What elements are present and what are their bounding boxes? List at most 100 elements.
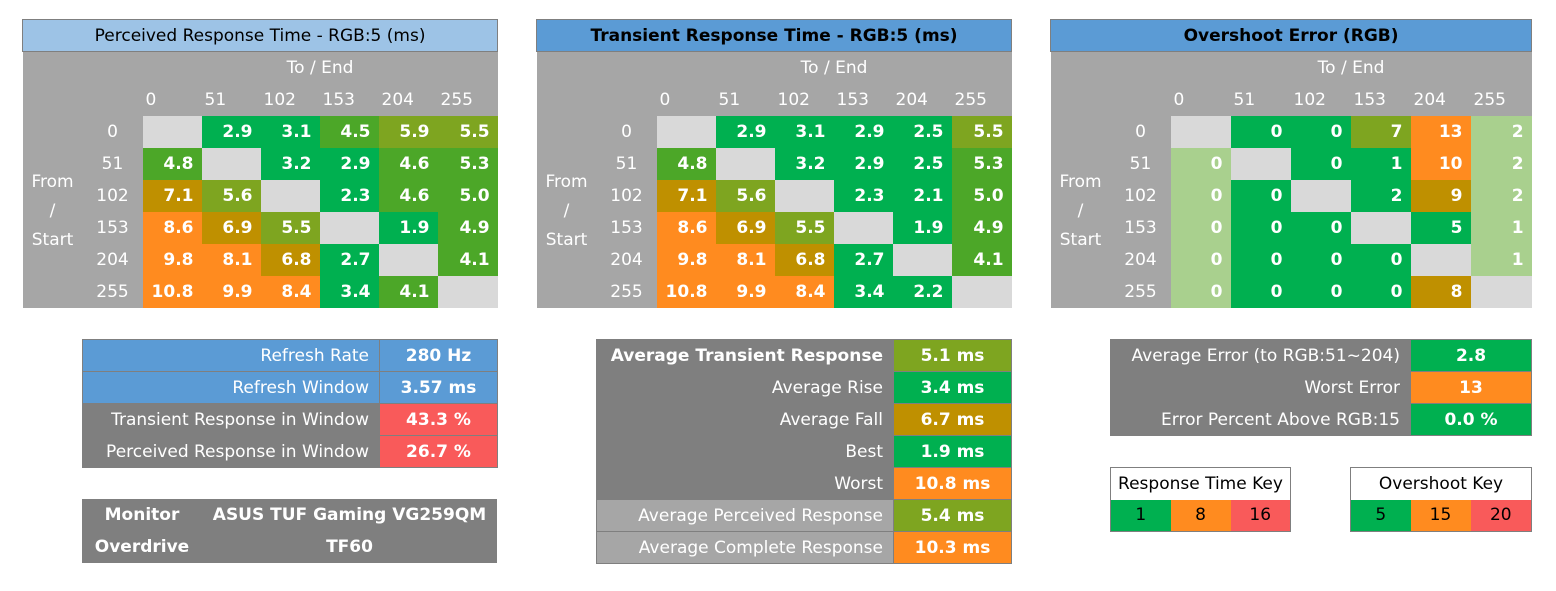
matrix-cell: 2.1 — [892, 179, 952, 212]
perceived-response-matrix: Perceived Response Time - RGB:5 (ms) To … — [21, 19, 499, 308]
matrix-cell: 4.6 — [378, 147, 438, 180]
from-level-label: 153 — [82, 211, 143, 244]
matrix-cell: 3.4 — [833, 275, 893, 308]
matrix-cell: 6.8 — [260, 243, 320, 276]
from-level-label: 255 — [1110, 275, 1171, 308]
stat-label: Transient Response in Window — [82, 403, 380, 436]
stat-value: 10.3 ms — [893, 531, 1012, 564]
matrix-cell: 5.3 — [951, 147, 1012, 180]
matrix-cell: 2.2 — [892, 275, 952, 308]
to-level-label: 255 — [951, 83, 1012, 116]
matrix-cell: 4.1 — [437, 243, 498, 276]
stat-row: Average Error (to RGB:51~204) 2.8 — [1110, 339, 1532, 372]
matrix-cell: 3.1 — [260, 115, 320, 148]
from-start-word: From — [31, 172, 74, 192]
matrix-cell: 2.9 — [715, 115, 775, 148]
from-level-label: 51 — [596, 147, 657, 180]
matrix-cell: 2.5 — [892, 147, 952, 180]
matrix-cell: 5.3 — [437, 147, 498, 180]
matrix-cell: 0 — [1170, 243, 1231, 276]
stat-value: 3.4 ms — [893, 371, 1012, 404]
matrix-cell: 8.1 — [201, 243, 261, 276]
matrix-cell: 10 — [1410, 147, 1471, 180]
from-level-label: 102 — [82, 179, 143, 212]
stat-value: 5.4 ms — [893, 499, 1012, 532]
matrix-title: Transient Response Time - RGB:5 (ms) — [535, 19, 1013, 52]
matrix-diagonal-cell — [833, 211, 893, 244]
matrix-diagonal-cell — [1350, 211, 1411, 244]
stat-row: Average Rise 3.4 ms — [596, 371, 1012, 404]
overshoot-key: Overshoot Key 5 15 20 — [1350, 467, 1533, 532]
matrix-cell: 3.2 — [774, 147, 834, 180]
matrix-cell: 4.1 — [951, 243, 1012, 276]
stat-value: 2.8 — [1410, 339, 1532, 372]
matrix-diagonal-cell — [378, 243, 438, 276]
key-swatch: 20 — [1470, 499, 1532, 532]
to-level-label: 255 — [437, 83, 498, 116]
stat-row: Worst 10.8 ms — [596, 467, 1012, 500]
to-level-label: 51 — [201, 83, 261, 116]
matrix-cell: 2.3 — [833, 179, 893, 212]
matrix-cell: 0 — [1350, 243, 1411, 276]
matrix-cell: 1 — [1470, 243, 1532, 276]
matrix-cell: 1 — [1470, 211, 1532, 244]
monitor-value: ASUS TUF Gaming VG259QM — [212, 505, 487, 525]
matrix-diagonal-cell — [437, 275, 498, 308]
from-level-label: 153 — [1110, 211, 1171, 244]
from-level-label: 102 — [1110, 179, 1171, 212]
matrix-cell: 4.9 — [437, 211, 498, 244]
stat-value: 6.7 ms — [893, 403, 1012, 436]
from-start-word: Start — [31, 230, 74, 250]
from-level-label: 255 — [82, 275, 143, 308]
stat-row: Average Transient Response 5.1 ms — [596, 339, 1012, 372]
from-start-word: / — [1077, 201, 1084, 221]
from-start-label: From / Start — [1050, 115, 1111, 308]
stat-row: Average Complete Response 10.3 ms — [596, 531, 1012, 564]
matrix-cell: 9.8 — [656, 243, 716, 276]
matrix-cell: 5.9 — [378, 115, 438, 148]
matrix-cell: 8.6 — [656, 211, 716, 244]
matrix-cell: 7.1 — [656, 179, 716, 212]
stat-value: 10.8 ms — [893, 467, 1012, 500]
overshoot-error-matrix: Overshoot Error (RGB) To / End 0 51 102 153… — [1049, 19, 1533, 308]
key-title: Response Time Key — [1110, 467, 1291, 500]
to-end-label: To / End — [142, 51, 498, 84]
matrix-cell: 0 — [1170, 147, 1231, 180]
stat-value: 26.7 % — [379, 435, 498, 468]
matrix-cell: 10.8 — [656, 275, 716, 308]
to-level-label: 153 — [833, 83, 893, 116]
key-title: Overshoot Key — [1350, 467, 1532, 500]
matrix-cell: 5 — [1410, 211, 1471, 244]
key-swatch: 1 — [1110, 499, 1171, 532]
matrix-diagonal-cell — [892, 243, 952, 276]
stat-row: Error Percent Above RGB:15 0.0 % — [1110, 403, 1532, 436]
matrix-diagonal-cell — [260, 179, 320, 212]
matrix-cell: 3.4 — [319, 275, 379, 308]
stat-row: Average Fall 6.7 ms — [596, 403, 1012, 436]
overdrive-value: TF60 — [326, 537, 373, 557]
from-start-label: From / Start — [22, 115, 83, 308]
matrix-cell: 8.6 — [142, 211, 202, 244]
matrix-cell: 8 — [1410, 275, 1471, 308]
matrix-cell: 3.2 — [260, 147, 320, 180]
stat-label: Worst Error — [1110, 371, 1411, 404]
matrix-title: Perceived Response Time - RGB:5 (ms) — [21, 19, 499, 52]
matrix-diagonal-cell — [1410, 243, 1471, 276]
matrix-diagonal-cell — [319, 211, 379, 244]
matrix-cell: 0 — [1230, 115, 1291, 148]
from-level-label: 204 — [1110, 243, 1171, 276]
from-start-word: Start — [545, 230, 588, 250]
stat-value: 0.0 % — [1410, 403, 1532, 436]
matrix-cell: 0 — [1230, 243, 1291, 276]
to-level-label: 0 — [656, 83, 716, 116]
matrix-cell: 4.1 — [378, 275, 438, 308]
stat-row: Best 1.9 ms — [596, 435, 1012, 468]
from-start-word: / — [563, 201, 570, 221]
to-level-label: 102 — [774, 83, 834, 116]
matrix-cell: 2 — [1350, 179, 1411, 212]
to-end-label: To / End — [656, 51, 1012, 84]
stat-label: Average Rise — [596, 371, 894, 404]
matrix-cell: 0 — [1350, 275, 1411, 308]
matrix-diagonal-cell — [1290, 179, 1351, 212]
stat-label: Perceived Response in Window — [82, 435, 380, 468]
